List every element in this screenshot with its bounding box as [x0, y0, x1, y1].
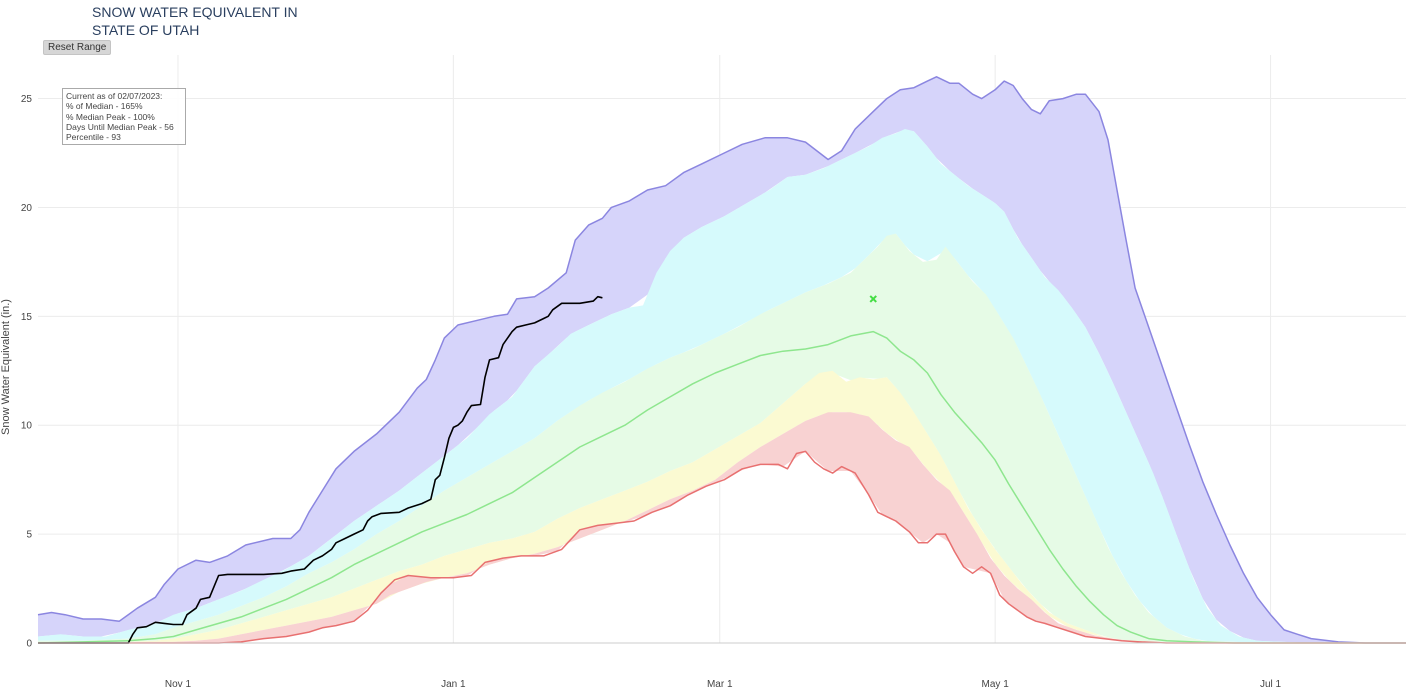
median-line	[37, 330, 1406, 644]
status-current-date: Current as of 02/07/2023:	[66, 91, 163, 101]
current-status-box: Current as of 02/07/2023: % of Median - …	[62, 88, 186, 146]
y-tick-label: 10	[21, 421, 33, 432]
max-line	[37, 76, 1406, 644]
x-tick-label: Jan 1	[441, 679, 466, 690]
chart-title-line-1: SNOW WATER EQUIVALENT IN	[92, 4, 298, 20]
reset-range-button[interactable]: Reset Range	[43, 40, 112, 55]
band-max-90	[38, 76, 1406, 644]
min-line	[38, 450, 1406, 644]
chart-title-line-2: STATE OF UTAH	[92, 22, 200, 38]
axes: 0 5 10 15 20 25 Nov 1 Jan 1 Mar 1 May 1 Jul 1 Snow …	[0, 94, 1406, 690]
status-percentile: Percentile - 93	[66, 132, 121, 143]
y-tick-label: 15	[21, 312, 33, 323]
x-tick-label: Jul 1	[1260, 679, 1282, 690]
series-lines	[37, 76, 1406, 644]
x-tick-label: Nov 1	[165, 679, 192, 690]
current-year-line	[38, 295, 603, 644]
status-percent-median-peak: % Median Peak - 100%	[66, 111, 155, 122]
y-tick-label: 25	[21, 94, 33, 105]
status-days-until-peak: Days Until Median Peak - 56	[66, 121, 174, 132]
y-axis-title: Snow Water Equivalent (in.)	[0, 299, 12, 435]
x-tick-label: May 1	[982, 679, 1010, 690]
status-percent-median: % of Median - 165%	[66, 101, 143, 112]
percentile-bands	[38, 76, 1406, 644]
x-tick-label: Mar 1	[707, 679, 733, 690]
chart-title: SNOW WATER EQUIVALENT IN STATE OF UTAH	[92, 3, 298, 39]
y-tick-label: 20	[21, 203, 33, 214]
median-peak-marker	[869, 295, 877, 303]
y-tick-label: 5	[26, 530, 32, 541]
markers	[869, 295, 877, 303]
y-tick-label: 0	[26, 639, 32, 650]
band-70-30	[38, 233, 1406, 643]
